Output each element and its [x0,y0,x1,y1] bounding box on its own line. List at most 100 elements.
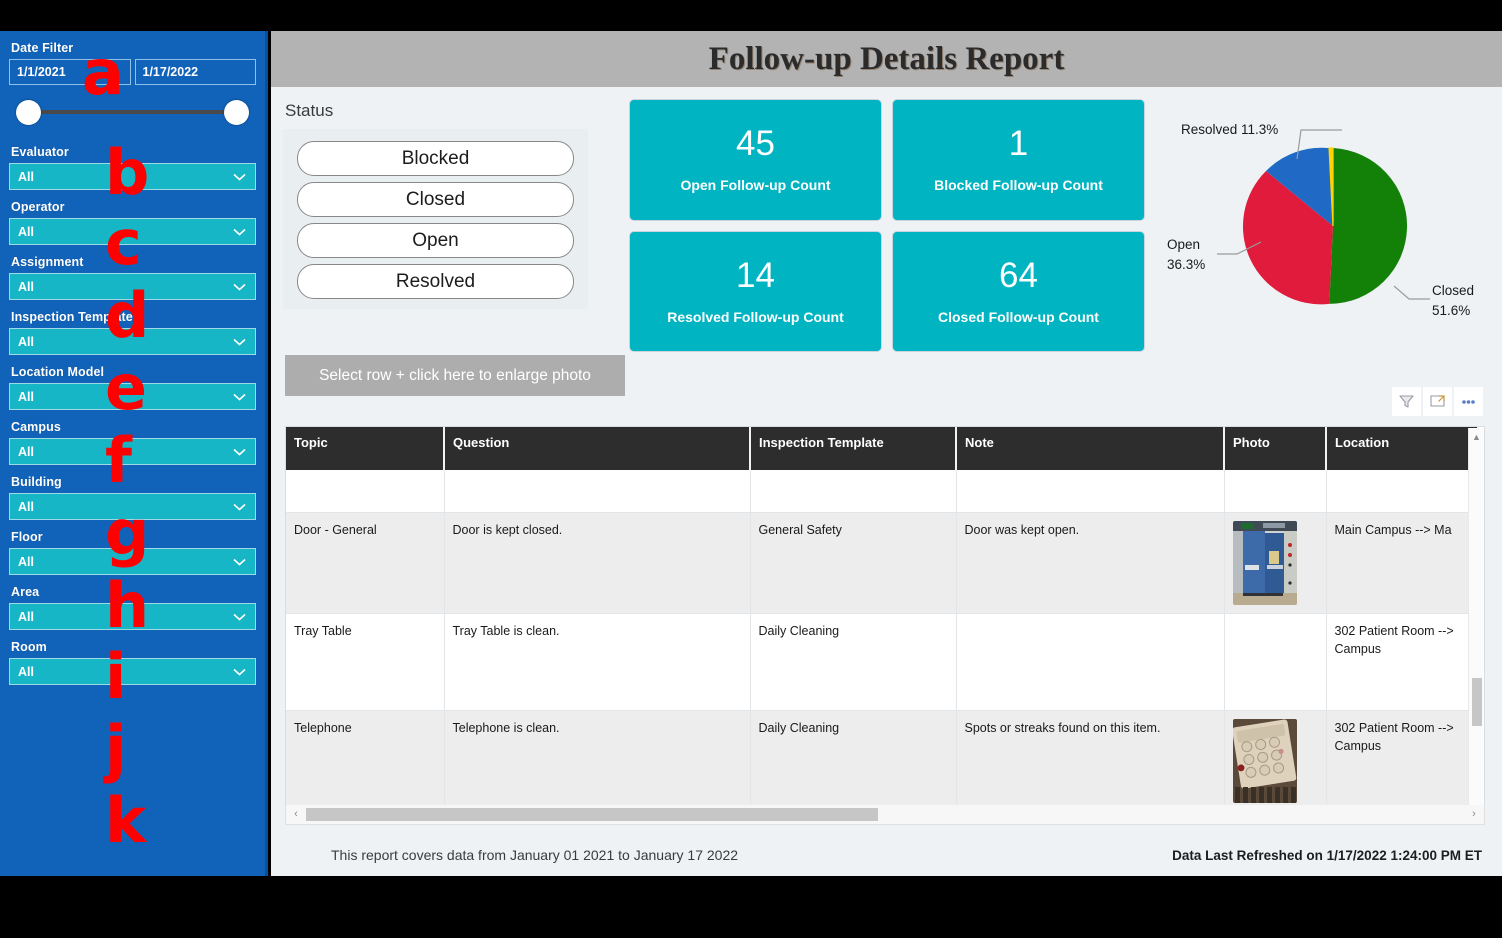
pie-label-resolved: Resolved 11.3% [1181,122,1278,137]
kpi-caption: Open Follow-up Count [680,177,831,194]
filter-building-dropdown[interactable]: All [9,493,256,520]
date-end-input[interactable]: 1/17/2022 [134,59,256,85]
column-header-photo[interactable]: Photo [1224,427,1327,470]
column-header-topic[interactable]: Topic [286,427,445,470]
followup-table: Topic Question Inspection Template Note … [286,427,1479,822]
kpi-value: 45 [736,124,775,164]
cell-location: 302 Patient Room --> Campus [1326,613,1479,711]
telephone-photo-thumbnail[interactable] [1232,718,1297,803]
filter-floor-label: Floor [11,530,43,544]
scroll-up-icon[interactable]: ▲ [1472,431,1481,442]
chevron-down-icon [233,448,246,456]
column-header-question[interactable]: Question [444,427,751,470]
kpi-closed-followup-count[interactable]: 64 Closed Follow-up Count [892,230,1145,352]
filter-floor: Floor All [9,530,256,575]
filter-inspection-template-dropdown[interactable]: All [9,328,256,355]
filter-location-model-dropdown[interactable]: All [9,383,256,410]
focus-mode-icon[interactable] [1423,387,1452,416]
table-row[interactable]: Door - General Door is kept closed. Gene… [286,512,1479,614]
filter-floor-value: All [18,554,34,569]
scroll-right-icon[interactable]: › [1472,808,1476,820]
visual-header-icons [1392,387,1483,416]
kpi-card-group: 45 Open Follow-up Count 1 Blocked Follow… [629,99,1145,352]
filter-room: Room All [9,640,256,685]
door-photo-thumbnail[interactable] [1232,520,1297,605]
status-slicer-header: Status [285,101,334,120]
filter-sidebar: Date Filter 1/1/2021 1/17/2022 Evaluator… [0,31,268,876]
table-vertical-scrollbar[interactable]: ▲ ▼ [1468,428,1483,822]
filter-room-dropdown[interactable]: All [9,658,256,685]
cell-location: Main Campus --> Ma [1326,512,1479,614]
kpi-resolved-followup-count[interactable]: 14 Resolved Follow-up Count [629,230,882,352]
column-header-inspection-template[interactable]: Inspection Template [750,427,957,470]
chevron-down-icon [233,393,246,401]
table-row[interactable]: Telephone Telephone is clean. Daily Clea… [286,710,1479,812]
cell-topic: Tray Table [286,613,445,711]
pie-label-open-value: 36.3% [1167,257,1205,272]
table-row[interactable]: Tray Table Tray Table is clean. Daily Cl… [286,613,1479,711]
date-start-input[interactable]: 1/1/2021 [9,59,131,85]
status-option-blocked[interactable]: Blocked [297,141,574,176]
page-title: Follow-up Details Report [708,40,1065,77]
filter-area: Area All [9,585,256,630]
filter-icon[interactable] [1392,387,1421,416]
column-header-location[interactable]: Location [1326,427,1479,470]
status-option-open[interactable]: Open [297,223,574,258]
filter-area-dropdown[interactable]: All [9,603,256,630]
filter-operator: Operator All [9,200,256,245]
table-horizontal-scrollbar[interactable]: ‹ › [285,805,1485,825]
table-row[interactable] [286,470,1479,513]
cell-question: Door is kept closed. [444,512,751,614]
filter-inspection-template-label: Inspection Template [11,310,133,324]
cell-template [750,470,957,513]
chevron-down-icon [233,173,246,181]
kpi-value: 1 [1008,124,1029,164]
kpi-open-followup-count[interactable]: 45 Open Follow-up Count [629,99,882,221]
date-range-slider[interactable] [9,95,256,129]
column-header-note[interactable]: Note [956,427,1225,470]
status-pie-chart[interactable]: Resolved 11.3% Open 36.3% Closed 51.6% [1151,99,1496,354]
filter-inspection-template-value: All [18,334,34,349]
kpi-blocked-followup-count[interactable]: 1 Blocked Follow-up Count [892,99,1145,221]
filter-assignment: Assignment All [9,255,256,300]
status-slicer: Status Blocked Closed Open Resolved [283,101,588,309]
status-option-resolved[interactable]: Resolved [297,264,574,299]
more-options-icon[interactable] [1454,387,1483,416]
pie-slice-closed[interactable] [1329,148,1408,304]
cell-location: 302 Patient Room --> Campus [1326,710,1479,812]
kpi-caption: Blocked Follow-up Count [934,177,1103,194]
filter-assignment-dropdown[interactable]: All [9,273,256,300]
filter-location-model-value: All [18,389,34,404]
date-filter-inputs: 1/1/2021 1/17/2022 [9,59,256,85]
filter-location-model-label: Location Model [11,365,105,379]
pie-label-closed-value: 51.6% [1432,303,1470,318]
horizontal-scroll-thumb[interactable] [306,808,878,821]
chevron-down-icon [233,283,246,291]
status-option-closed[interactable]: Closed [297,182,574,217]
pie-leader-resolved [1296,129,1342,160]
pie-leader-open [1217,241,1262,255]
vertical-scroll-thumb[interactable] [1472,678,1482,726]
pie-label-open-name: Open [1167,237,1200,252]
filter-building: Building All [9,475,256,520]
pie-leader-closed [1393,285,1430,300]
filter-evaluator-dropdown[interactable]: All [9,163,256,190]
filter-operator-dropdown[interactable]: All [9,218,256,245]
enlarge-photo-button[interactable]: Select row + click here to enlarge photo [285,355,625,396]
pie-slice-blocked[interactable] [1328,147,1334,227]
filter-area-value: All [18,609,34,624]
filter-assignment-label: Assignment [11,255,84,269]
pie-slice-resolved[interactable] [1266,147,1333,226]
filter-campus-dropdown[interactable]: All [9,438,256,465]
cell-location [1326,470,1479,513]
filter-campus: Campus All [9,420,256,465]
pie-slice-open[interactable] [1242,171,1333,305]
pie-label-closed-name: Closed [1432,283,1474,298]
scroll-left-icon[interactable]: ‹ [294,808,298,820]
cell-photo [1224,512,1327,614]
slider-handle-end[interactable] [224,100,249,125]
data-grid[interactable]: Topic Question Inspection Template Note … [285,426,1485,823]
filter-floor-dropdown[interactable]: All [9,548,256,575]
slider-handle-start[interactable] [16,100,41,125]
